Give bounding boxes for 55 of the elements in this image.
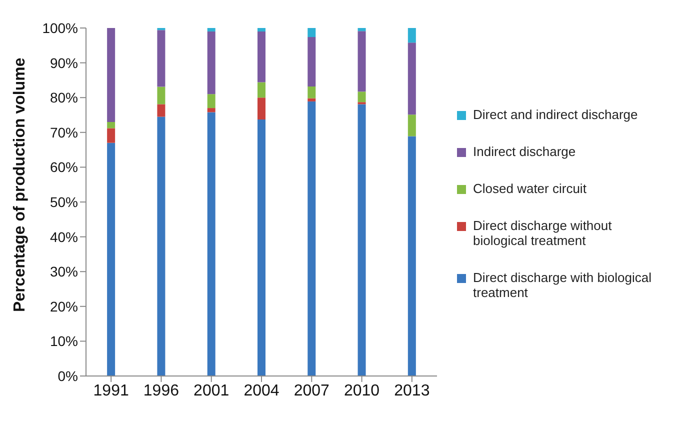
x-tick-label: 2013 — [394, 382, 430, 400]
y-tick-label: 100% — [42, 20, 78, 36]
bar — [207, 108, 216, 112]
bar — [107, 122, 116, 128]
bar — [257, 98, 266, 120]
legend-label: Direct discharge with biological treatment — [473, 270, 652, 300]
bar — [157, 86, 166, 104]
bar — [207, 28, 216, 32]
legend-label: Indirect discharge — [473, 144, 576, 158]
legend-label: Direct discharge without biological treatment — [473, 218, 613, 248]
x-tick-label: 2010 — [344, 382, 380, 400]
bar — [358, 104, 366, 376]
bar — [207, 31, 216, 94]
y-tick-label: 20% — [50, 298, 78, 314]
bar — [107, 128, 116, 143]
bar — [408, 136, 416, 376]
y-tick-label: 10% — [50, 333, 78, 350]
bar — [257, 82, 266, 98]
y-tick-label: 50% — [50, 194, 78, 210]
x-tick-label: 1991 — [93, 382, 129, 400]
bar — [157, 116, 166, 376]
x-tick-label: 1996 — [143, 382, 180, 400]
bar — [308, 86, 316, 98]
bar — [358, 92, 366, 102]
bar — [308, 98, 316, 102]
bar — [157, 30, 166, 87]
bar — [408, 28, 416, 43]
y-tick-label: 80% — [50, 90, 78, 106]
y-tick-label: 70% — [50, 124, 78, 140]
bar — [157, 104, 166, 117]
bar — [257, 120, 266, 376]
y-tick-label: 90% — [50, 54, 78, 71]
y-tick-label: 60% — [50, 159, 78, 176]
bar — [257, 31, 266, 82]
bar — [107, 142, 116, 376]
x-tick-label: 2004 — [244, 382, 280, 400]
bar — [408, 42, 416, 115]
x-tick-label: 2007 — [294, 382, 330, 400]
bar — [358, 28, 366, 32]
legend-label: Closed water circuit — [473, 180, 586, 196]
y-tick-label: 30% — [50, 264, 78, 280]
bar — [308, 37, 316, 86]
x-tick-label: 2001 — [194, 382, 230, 400]
bar — [408, 114, 416, 136]
bar — [308, 28, 316, 38]
bar — [308, 101, 316, 376]
bar — [107, 28, 116, 122]
y-axis-title: Percentage of production volume — [12, 58, 29, 312]
bar — [257, 28, 266, 32]
bar — [207, 112, 216, 376]
bar — [358, 31, 366, 92]
legend-label: Direct and indirect discharge — [473, 106, 638, 122]
y-tick-label: 0% — [58, 368, 78, 384]
y-tick-label: 40% — [50, 228, 78, 245]
bar — [207, 94, 216, 108]
